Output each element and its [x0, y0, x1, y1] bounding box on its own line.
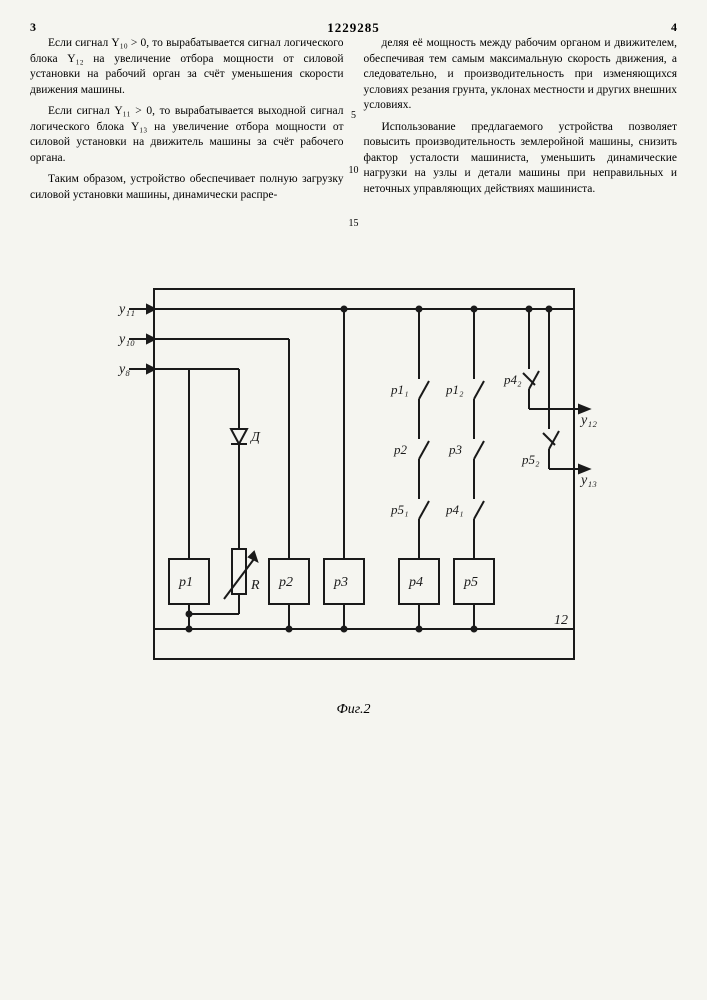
label-p5-2: p5₂ [521, 452, 540, 467]
diagram-container: y₁₁ y₁₀ y₈ 12 p1 p2 [30, 269, 677, 718]
col2-para1: деляя её мощность между рабочим органом … [364, 36, 678, 114]
right-column: деляя её мощность между рабочим органом … [364, 36, 678, 209]
figure-caption: Фиг.2 [30, 702, 677, 718]
label-p4: p4 [408, 575, 423, 590]
label-p2c: p2 [393, 442, 408, 457]
nc-bar-p42 [523, 373, 535, 385]
label-y13: y₁₃ [579, 473, 597, 488]
label-p3: p3 [333, 575, 348, 590]
left-column: Если сигнал Y₁₀ > 0, то вырабатывается с… [30, 36, 344, 209]
text-columns: Если сигнал Y₁₀ > 0, то вырабатывается с… [30, 36, 677, 209]
resistor-arrow-head [249, 552, 257, 561]
left-page-number: 3 [30, 20, 36, 36]
label-p4-1: p4₁ [445, 502, 464, 517]
label-y11: y₁₁ [117, 302, 135, 317]
right-page-number: 4 [671, 20, 677, 36]
label-y10: y₁₀ [117, 332, 135, 347]
label-p3c: p3 [448, 442, 463, 457]
label-resistor: R [250, 578, 260, 593]
patent-number: 1229285 [327, 20, 380, 36]
line-number-5: 5 [344, 110, 364, 121]
label-diode: Д [249, 430, 261, 445]
nc-bar-p52 [543, 433, 555, 445]
label-p1-1: p1₁ [390, 382, 409, 397]
col1-para3: Таким образом, устройство обеспечивает п… [30, 172, 344, 203]
col1-para1: Если сигнал Y₁₀ > 0, то вырабатывается с… [30, 36, 344, 98]
label-p5-1: p5₁ [390, 502, 409, 517]
circuit-diagram: y₁₁ y₁₀ y₈ 12 p1 p2 [109, 269, 599, 689]
circuit-svg: y₁₁ y₁₀ y₈ 12 p1 p2 [109, 269, 599, 689]
bus-label: 12 [554, 613, 568, 628]
line-number-15: 15 [344, 218, 364, 229]
col1-para2: Если сигнал Y₁₁ > 0, то вырабатывается в… [30, 104, 344, 166]
diode-triangle [231, 429, 247, 444]
label-y8: y₈ [117, 362, 130, 377]
line-number-10: 10 [344, 165, 364, 176]
col2-para2: Использование предлагаемого устройства п… [364, 120, 678, 198]
label-p4-2: p4₂ [503, 372, 522, 387]
label-p2: p2 [278, 575, 293, 590]
label-y12: y₁₂ [579, 413, 597, 428]
page-header: 3 1229285 4 [30, 20, 677, 36]
label-p1-2: p1₂ [445, 382, 464, 397]
label-p1: p1 [178, 575, 193, 590]
arrow-y13 [579, 465, 589, 473]
arrow-y12 [579, 405, 589, 413]
label-p5: p5 [463, 575, 478, 590]
